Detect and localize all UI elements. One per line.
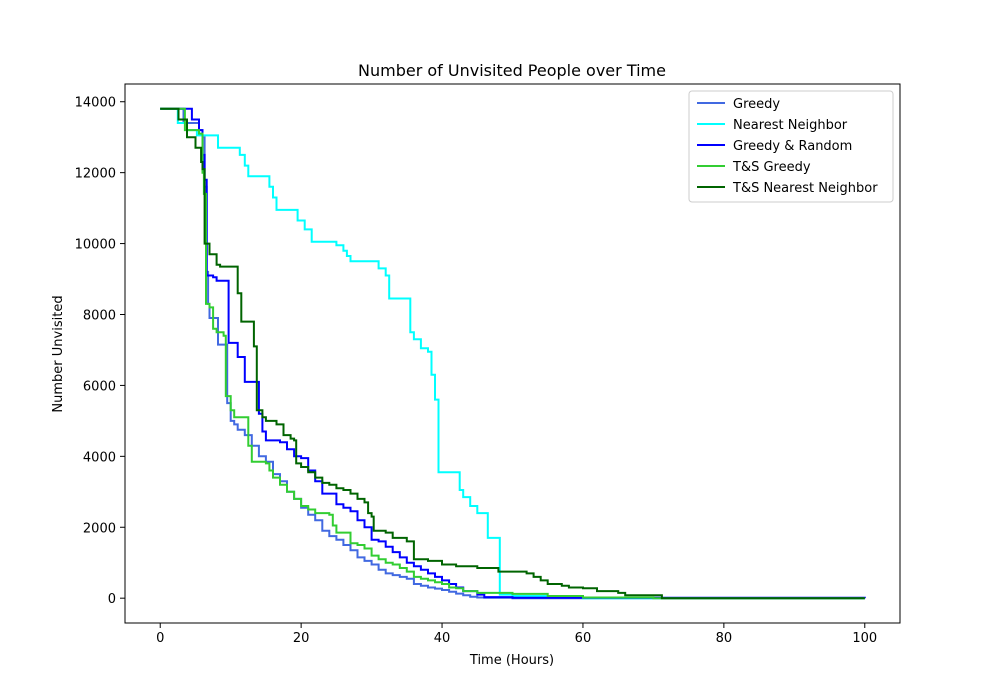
x-tick-label: 0	[156, 631, 164, 646]
legend-label: Nearest Neighbor	[733, 118, 848, 133]
legend: Greedy Nearest Neighbor Greedy & Random T&S…	[688, 90, 894, 203]
plot-frame	[124, 83, 901, 624]
legend-label: Greedy & Random	[733, 139, 852, 154]
x-tick-label: 80	[716, 631, 733, 646]
y-tick-label: 6000	[83, 379, 116, 394]
x-tick-label: 60	[575, 631, 592, 646]
legend-label: T&S Nearest Neighbor	[732, 181, 878, 196]
x-tick-label: 40	[434, 631, 451, 646]
y-tick-label: 12000	[75, 167, 116, 182]
legend-box	[688, 90, 894, 203]
x-tick-label: 20	[293, 631, 310, 646]
x-axis: 0 20 40 60 80 100	[156, 623, 877, 646]
y-tick-label: 14000	[75, 96, 116, 111]
series-line-4	[160, 107, 865, 600]
legend-label: Greedy	[733, 97, 780, 112]
series-line-2	[160, 107, 865, 600]
series-line-1	[160, 107, 865, 600]
y-tick-label: 0	[108, 592, 116, 607]
y-axis-title: Number Unvisited	[51, 295, 66, 412]
series-layer	[160, 107, 866, 600]
series-line-5	[160, 107, 865, 600]
y-tick-label: 10000	[75, 238, 116, 253]
y-tick-label: 2000	[83, 521, 116, 536]
y-tick-label: 8000	[83, 308, 116, 323]
x-axis-title: Time (Hours)	[469, 653, 554, 668]
legend-label: T&S Greedy	[732, 160, 811, 175]
series-line-3	[160, 107, 866, 599]
y-tick-label: 4000	[83, 450, 116, 465]
x-tick-label: 100	[852, 631, 877, 646]
chart-title: Number of Unvisited People over Time	[358, 61, 666, 80]
y-axis: 0 2000 4000 6000 8000 10000 12000 14000	[75, 96, 125, 607]
